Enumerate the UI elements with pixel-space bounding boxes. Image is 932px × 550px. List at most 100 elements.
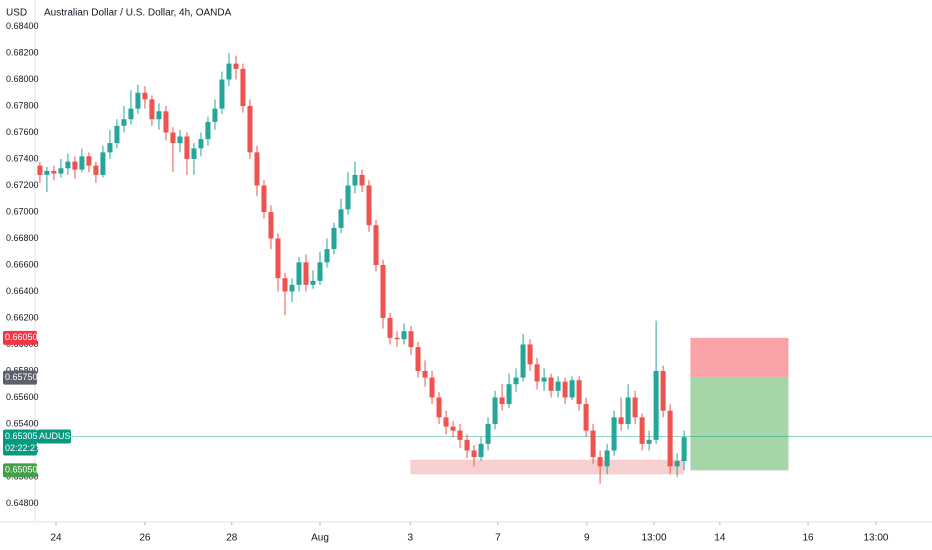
candle-body bbox=[562, 381, 568, 398]
candle-body bbox=[436, 397, 442, 418]
x-tick-label: 16 bbox=[802, 533, 814, 544]
candle-body bbox=[499, 397, 505, 405]
y-tick-label: 0.67400 bbox=[6, 153, 39, 163]
candle-body bbox=[338, 209, 344, 228]
candle-body bbox=[86, 156, 92, 166]
candle-body bbox=[58, 168, 64, 174]
candle-body bbox=[471, 450, 477, 458]
candle-body bbox=[478, 443, 484, 458]
candle-body bbox=[492, 397, 498, 424]
candle-body bbox=[625, 397, 631, 424]
candle-body bbox=[219, 79, 225, 109]
x-tick-label: 26 bbox=[139, 533, 151, 544]
symbol-label: AUDUSD bbox=[39, 431, 78, 441]
x-tick-label: 9 bbox=[584, 533, 590, 544]
candle-body bbox=[422, 370, 428, 378]
candle-body bbox=[513, 377, 519, 385]
candle-body bbox=[660, 370, 666, 411]
stop-zone bbox=[690, 337, 789, 378]
y-tick-label: 0.65600 bbox=[6, 392, 39, 402]
y-tick-label: 0.66800 bbox=[6, 233, 39, 243]
candle-body bbox=[205, 121, 211, 140]
candle-body bbox=[107, 143, 113, 153]
x-tick-label: 28 bbox=[226, 533, 238, 544]
y-tick-label: 0.67600 bbox=[6, 127, 39, 137]
candle-body bbox=[198, 139, 204, 149]
candle-body bbox=[240, 68, 246, 106]
candle-body bbox=[604, 450, 610, 467]
candle-body bbox=[142, 92, 148, 100]
y-tick-label: 0.67000 bbox=[6, 206, 39, 216]
candle-body bbox=[331, 227, 337, 250]
candle-body bbox=[212, 108, 218, 122]
candle-body bbox=[506, 384, 512, 405]
candle-body bbox=[583, 404, 589, 431]
x-tick-label: 13:00 bbox=[641, 533, 666, 544]
candle-body bbox=[485, 423, 491, 444]
candle-body bbox=[170, 132, 176, 144]
candle-body bbox=[93, 165, 99, 175]
candle-body bbox=[618, 417, 624, 424]
candle-body bbox=[135, 92, 141, 109]
candle-body bbox=[394, 337, 400, 340]
y-tick-label: 0.65800 bbox=[6, 365, 39, 375]
price-label: 0.65750 bbox=[5, 372, 38, 382]
x-tick-label: 7 bbox=[495, 533, 501, 544]
candle-body bbox=[282, 278, 288, 292]
candle-body bbox=[520, 344, 526, 378]
candle-body bbox=[233, 63, 239, 69]
candle-body bbox=[387, 317, 393, 338]
candle-body bbox=[37, 165, 43, 175]
price-label-box bbox=[3, 429, 37, 456]
x-tick-label: 13:00 bbox=[863, 533, 888, 544]
price-label-box bbox=[3, 330, 37, 345]
candle-body bbox=[310, 280, 316, 285]
candle-body bbox=[275, 238, 281, 279]
candle-body bbox=[72, 161, 78, 170]
candle-body bbox=[548, 377, 554, 391]
price-label-box bbox=[3, 463, 37, 478]
x-tick-label: 14 bbox=[714, 533, 726, 544]
candle-body bbox=[163, 111, 169, 133]
candle-body bbox=[527, 344, 533, 365]
candle-body bbox=[79, 156, 85, 170]
candle-body bbox=[296, 262, 302, 285]
x-tick-label: 3 bbox=[408, 533, 414, 544]
candle-body bbox=[639, 417, 645, 444]
candle-body bbox=[450, 426, 456, 431]
candle-body bbox=[191, 148, 197, 159]
countdown: 02:22:27 bbox=[5, 443, 40, 453]
candle-body bbox=[317, 262, 323, 281]
candle-body bbox=[653, 370, 659, 440]
candle-body bbox=[415, 347, 421, 371]
price-label-box bbox=[3, 370, 37, 385]
y-tick-label: 0.66600 bbox=[6, 259, 39, 269]
y-tick-label: 0.67800 bbox=[6, 100, 39, 110]
y-tick-label: 0.68000 bbox=[6, 74, 39, 84]
candle-body bbox=[611, 417, 617, 451]
candle-body bbox=[674, 461, 680, 467]
candle-body bbox=[184, 136, 190, 159]
y-tick-label: 0.68200 bbox=[6, 47, 39, 57]
candle-body bbox=[464, 439, 470, 451]
candle-body bbox=[44, 170, 50, 175]
x-tick-label: Aug bbox=[311, 533, 329, 544]
candle-body bbox=[632, 397, 638, 418]
candle-body bbox=[373, 225, 379, 265]
candle-body bbox=[443, 417, 449, 427]
candle-body bbox=[366, 185, 372, 226]
candle-body bbox=[667, 410, 673, 467]
candle-body bbox=[359, 174, 365, 186]
currency-label: USD bbox=[6, 8, 27, 19]
y-tick-label: 0.66200 bbox=[6, 312, 39, 322]
candle-body bbox=[303, 262, 309, 285]
candle-body bbox=[100, 152, 106, 175]
candle-body bbox=[408, 331, 414, 348]
chart-title: Australian Dollar / U.S. Dollar, 4h, OAN… bbox=[44, 8, 232, 19]
candle-body bbox=[324, 249, 330, 263]
candle-body bbox=[121, 119, 127, 126]
candle-body bbox=[156, 111, 162, 120]
y-tick-label: 0.64800 bbox=[6, 498, 39, 508]
candle-body bbox=[51, 170, 57, 174]
price-label: 0.65050 bbox=[5, 465, 38, 475]
